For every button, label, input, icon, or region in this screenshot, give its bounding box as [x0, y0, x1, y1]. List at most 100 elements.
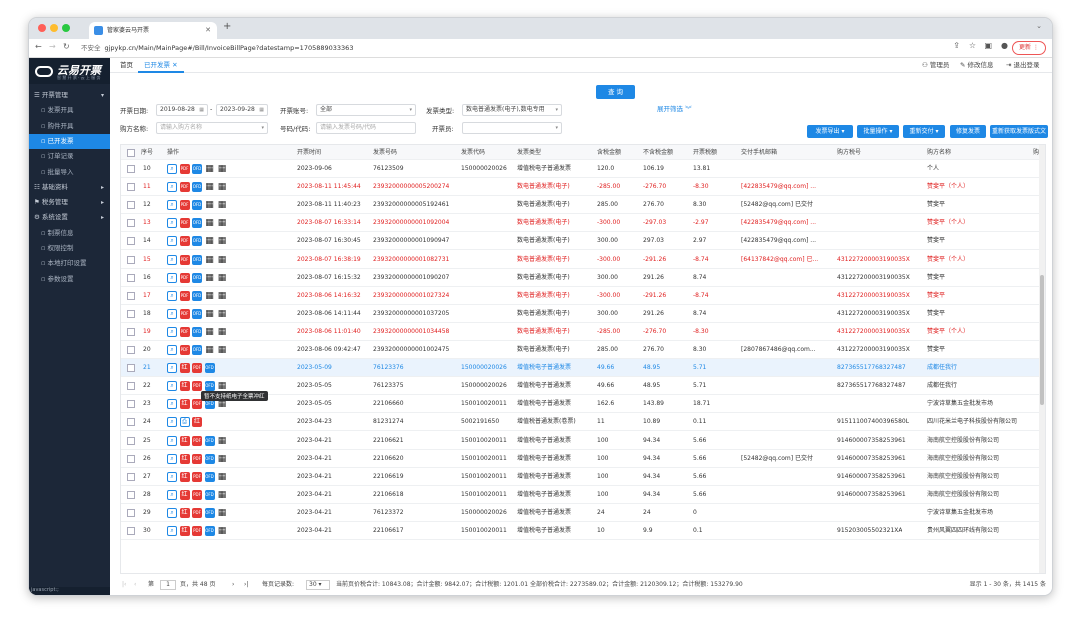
select-all-checkbox[interactable]	[127, 149, 135, 157]
view-icon[interactable]: ⌕	[167, 381, 177, 392]
buyer-select[interactable]: 请输入购方名称 ▾	[156, 122, 268, 134]
qr-icon[interactable]: ▦	[217, 272, 227, 283]
ofd-icon[interactable]: OFD	[192, 290, 202, 301]
qr-icon[interactable]: ▦	[204, 236, 215, 247]
pdf-icon[interactable]: PDF	[179, 182, 190, 193]
last-page-icon[interactable]: ›|	[244, 581, 249, 588]
view-icon[interactable]: ⌕	[167, 453, 177, 464]
ofd-icon[interactable]: OFD	[192, 236, 202, 247]
sidebar-item[interactable]: ▫ 权限控制	[29, 241, 110, 256]
header-net[interactable]: 不含税金额	[643, 149, 674, 156]
header-time[interactable]: 开票时间	[297, 149, 322, 156]
view-icon[interactable]: ⌕	[167, 507, 177, 518]
table-scrollbar[interactable]	[1039, 145, 1045, 573]
drawer-select[interactable]: ▾	[462, 122, 562, 134]
minimize-window-button[interactable]	[50, 24, 58, 32]
share-icon[interactable]: ⇪	[953, 41, 960, 50]
pdf-icon[interactable]: PDF	[179, 345, 190, 355]
sidebar-item[interactable]: ▫ 批量导入	[29, 165, 110, 180]
view-icon[interactable]: ⌕	[167, 526, 177, 536]
header-amount[interactable]: 含税金额	[597, 149, 622, 156]
pdf-icon[interactable]: PDF	[179, 308, 190, 319]
view-icon[interactable]: ⌕	[167, 308, 177, 319]
table-row[interactable]: 21 ⌕ 红 PDF OFD 2023-05-09 76123376 150000020026…	[121, 359, 1045, 378]
view-icon[interactable]: ⌕	[167, 345, 177, 355]
table-row[interactable]: 15 ⌕ PDF OFD ▦ ▦ 2023-08-07 16:38:19 2393200000…	[121, 251, 1045, 269]
date-from-field[interactable]: 2019-08-28 ▦	[156, 104, 208, 116]
view-icon[interactable]: ⌕	[167, 254, 177, 265]
ofd-icon[interactable]: OFD	[204, 363, 215, 374]
table-row[interactable]: 28 ⌕ 红 PDF OFD ▦ 2023-04-21 22106618 15001002001…	[121, 486, 1045, 504]
tab-issued-invoices[interactable]: 已开发票 ✕	[138, 58, 184, 73]
view-icon[interactable]: ⌕	[167, 218, 177, 229]
pdf-icon[interactable]: PDF	[192, 453, 202, 464]
view-icon[interactable]: ⌕	[167, 200, 177, 211]
pdf-icon[interactable]: PDF	[179, 164, 190, 174]
row-checkbox[interactable]	[127, 219, 135, 228]
qr-icon[interactable]: ▦	[204, 254, 215, 265]
ofd-icon[interactable]: OFD	[192, 164, 202, 174]
qr-icon[interactable]: ▦	[204, 218, 215, 229]
new-tab-icon[interactable]: +	[223, 21, 232, 32]
sidebar-item[interactable]: ▫ 购件开具	[29, 119, 110, 134]
view-icon[interactable]: ⌕	[167, 417, 177, 428]
qr-icon[interactable]: ▦	[204, 200, 215, 211]
header-number[interactable]: 发票号码	[373, 149, 398, 156]
pdf-icon[interactable]: PDF	[192, 471, 202, 482]
pdf-icon[interactable]: PDF	[179, 218, 190, 229]
red-icon[interactable]: 红	[192, 417, 202, 428]
row-checkbox[interactable]	[127, 490, 135, 499]
row-checkbox[interactable]	[127, 400, 135, 409]
back-icon[interactable]: ←	[35, 42, 42, 51]
reload-icon[interactable]: ↻	[63, 42, 70, 51]
ofd-icon[interactable]: OFD	[192, 218, 202, 229]
table-row[interactable]: 11 ⌕ PDF OFD ▦ ▦ 2023-08-11 11:45:44 2393200000…	[121, 178, 1045, 197]
qr-icon[interactable]: ▦	[204, 182, 215, 193]
view-icon[interactable]: ⌕	[167, 182, 177, 193]
header-type[interactable]: 发票类型	[517, 149, 542, 156]
row-checkbox[interactable]	[127, 183, 135, 192]
pdf-icon[interactable]: PDF	[192, 489, 202, 500]
qr-icon[interactable]: ▦	[204, 326, 215, 337]
qr-icon[interactable]: ▦	[217, 290, 227, 301]
ofd-icon[interactable]: OFD	[204, 381, 215, 392]
prev-page-icon[interactable]: ‹	[134, 581, 137, 588]
url-field[interactable]: 不安全 gjpykp.cn/Main/MainPage#/Bill/Invoice…	[81, 42, 921, 55]
ofd-icon[interactable]: OFD	[192, 345, 202, 355]
pdf-icon[interactable]: PDF	[192, 507, 202, 518]
table-row[interactable]: 30 ⌕ 红 PDF OFD ▦ 2023-04-21 22106617 15001002001…	[121, 522, 1045, 540]
qr-icon[interactable]: ▦	[204, 164, 215, 174]
ofd-icon[interactable]: OFD	[192, 326, 202, 337]
header-taxno[interactable]: 购方税号	[837, 149, 862, 156]
row-checkbox[interactable]	[127, 346, 135, 354]
qr-icon[interactable]: ▦	[204, 272, 215, 283]
qr-icon[interactable]: ▦	[217, 507, 227, 518]
red-icon[interactable]: 红	[179, 435, 190, 446]
qr-icon[interactable]: ▦	[217, 326, 227, 337]
tab-list-chevron-icon[interactable]: ⌄	[1036, 22, 1042, 30]
view-icon[interactable]: ⌕	[167, 164, 177, 174]
row-checkbox[interactable]	[127, 309, 135, 318]
sidebar-item[interactable]: ⚑ 税务管理 ▸	[29, 195, 110, 210]
date-to-field[interactable]: 2023-09-28 ▦	[216, 104, 268, 116]
table-row[interactable]: 25 ⌕ 红 PDF OFD ▦ 2023-04-21 22106621 15001002001…	[121, 432, 1045, 450]
qr-icon[interactable]: ▦	[217, 164, 227, 174]
row-checkbox[interactable]	[127, 291, 135, 300]
red-icon[interactable]: 红	[179, 399, 190, 410]
view-icon[interactable]: ⌕	[167, 489, 177, 500]
ofd-icon[interactable]: OFD	[204, 471, 215, 482]
row-checkbox[interactable]	[127, 165, 135, 173]
sidebar-toggle-icon[interactable]: ▣	[984, 41, 992, 50]
view-icon[interactable]: ⌕	[167, 290, 177, 301]
qr-icon[interactable]: ▦	[217, 254, 227, 265]
qr-icon[interactable]: ▦	[217, 218, 227, 229]
table-row[interactable]: 13 ⌕ PDF OFD ▦ ▦ 2023-08-07 16:33:14 2393200000…	[121, 214, 1045, 233]
ofd-icon[interactable]: OFD	[204, 507, 215, 518]
table-row[interactable]: 12 ⌕ PDF OFD ▦ ▦ 2023-08-11 11:40:23 2393200000…	[121, 196, 1045, 215]
view-icon[interactable]: ⌕	[167, 363, 177, 374]
table-row[interactable]: 19 ⌕ PDF OFD ▦ ▦ 2023-08-06 11:01:40 2393200000…	[121, 323, 1045, 341]
table-row[interactable]: 14 ⌕ PDF OFD ▦ ▦ 2023-08-07 16:30:45 2393200000…	[121, 232, 1045, 251]
ofd-icon[interactable]: OFD	[192, 272, 202, 283]
header-buyer[interactable]: 购方名称	[927, 149, 952, 156]
header-tax[interactable]: 开票税额	[693, 149, 718, 156]
